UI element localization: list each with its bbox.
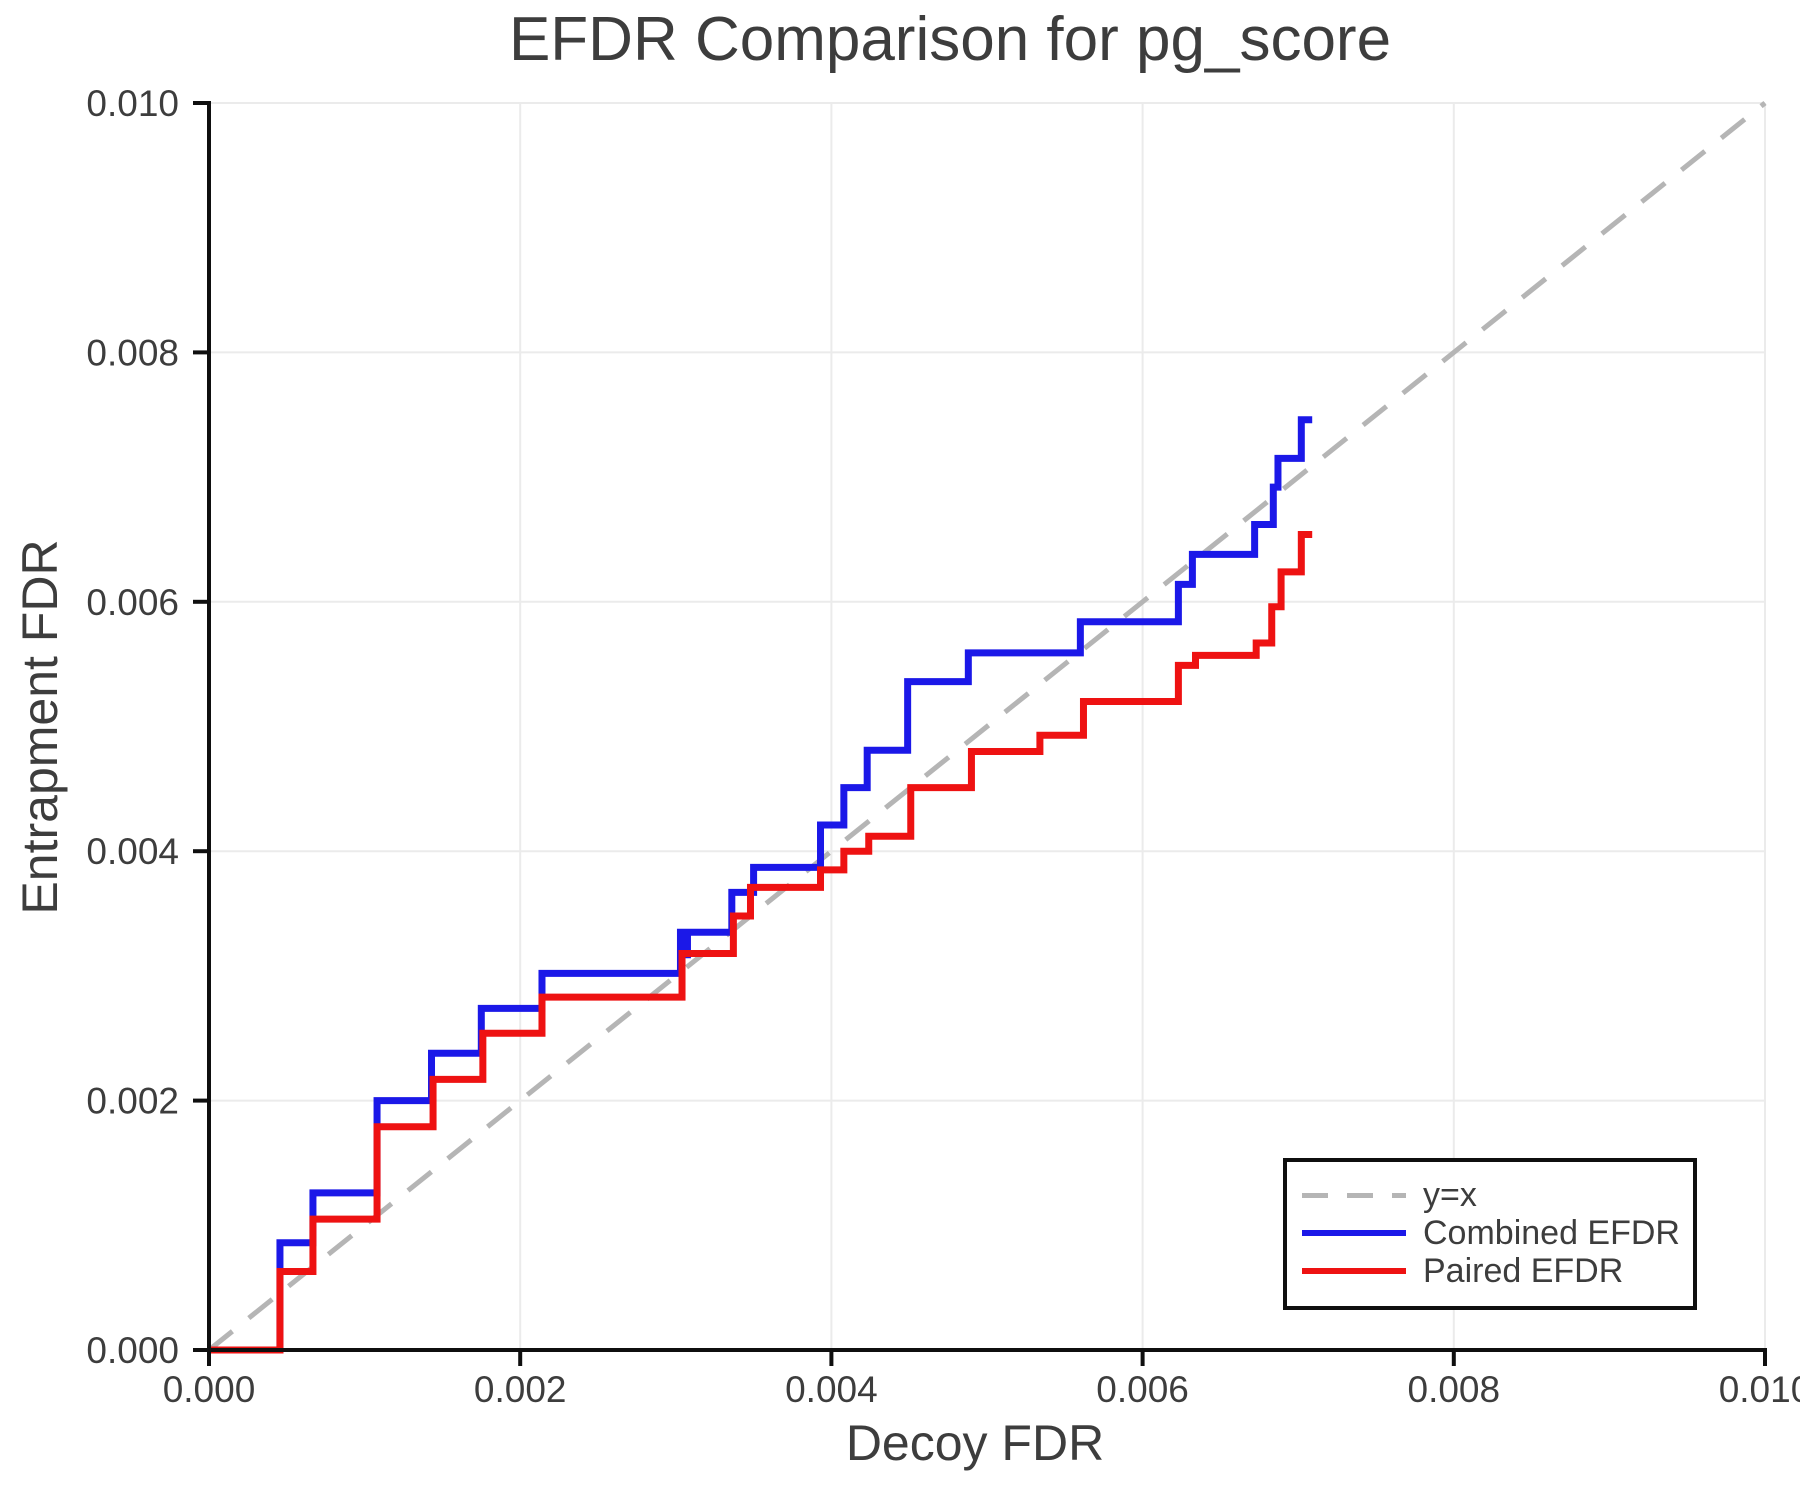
y-tick-label: 0.000 xyxy=(86,1330,179,1371)
legend-label-combined-efdr: Combined EFDR xyxy=(1423,1214,1680,1252)
legend-box: y=x Combined EFDR Paired EFDR xyxy=(1283,1158,1697,1310)
x-axis-label: Decoy FDR xyxy=(845,1415,1105,1471)
x-tick-label: 0.004 xyxy=(785,1369,878,1410)
x-tick-label: 0.000 xyxy=(163,1369,256,1410)
legend-label-paired-efdr: Paired EFDR xyxy=(1423,1252,1624,1290)
x-tick-label: 0.002 xyxy=(474,1369,567,1410)
x-tick-label: 0.008 xyxy=(1408,1369,1501,1410)
series-combined-efdr xyxy=(209,416,1313,1354)
identity-line-swatch xyxy=(1302,1192,1406,1198)
legend-label-identity: y=x xyxy=(1423,1176,1477,1214)
x-tick-label: 0.010 xyxy=(1719,1369,1800,1410)
y-tick-label: 0.006 xyxy=(86,582,179,623)
legend-entry-identity: y=x xyxy=(1302,1176,1693,1214)
legend-entry-combined-efdr: Combined EFDR xyxy=(1302,1214,1693,1252)
chart-title: EFDR Comparison for pg_score xyxy=(508,5,1392,74)
paired-efdr-line-swatch xyxy=(1302,1268,1406,1274)
series-y-x xyxy=(207,101,1767,1352)
y-axis-label: Entrapment FDR xyxy=(12,539,68,915)
y-tick-label: 0.010 xyxy=(86,83,179,124)
y-tick-label: 0.008 xyxy=(86,332,179,373)
series-paired-efdr xyxy=(209,530,1313,1354)
y-tick-label: 0.004 xyxy=(86,831,179,872)
combined-efdr-line-swatch xyxy=(1302,1230,1406,1236)
y-tick-label: 0.002 xyxy=(86,1081,179,1122)
legend-entry-paired-efdr: Paired EFDR xyxy=(1302,1252,1693,1290)
x-tick-label: 0.006 xyxy=(1096,1369,1189,1410)
